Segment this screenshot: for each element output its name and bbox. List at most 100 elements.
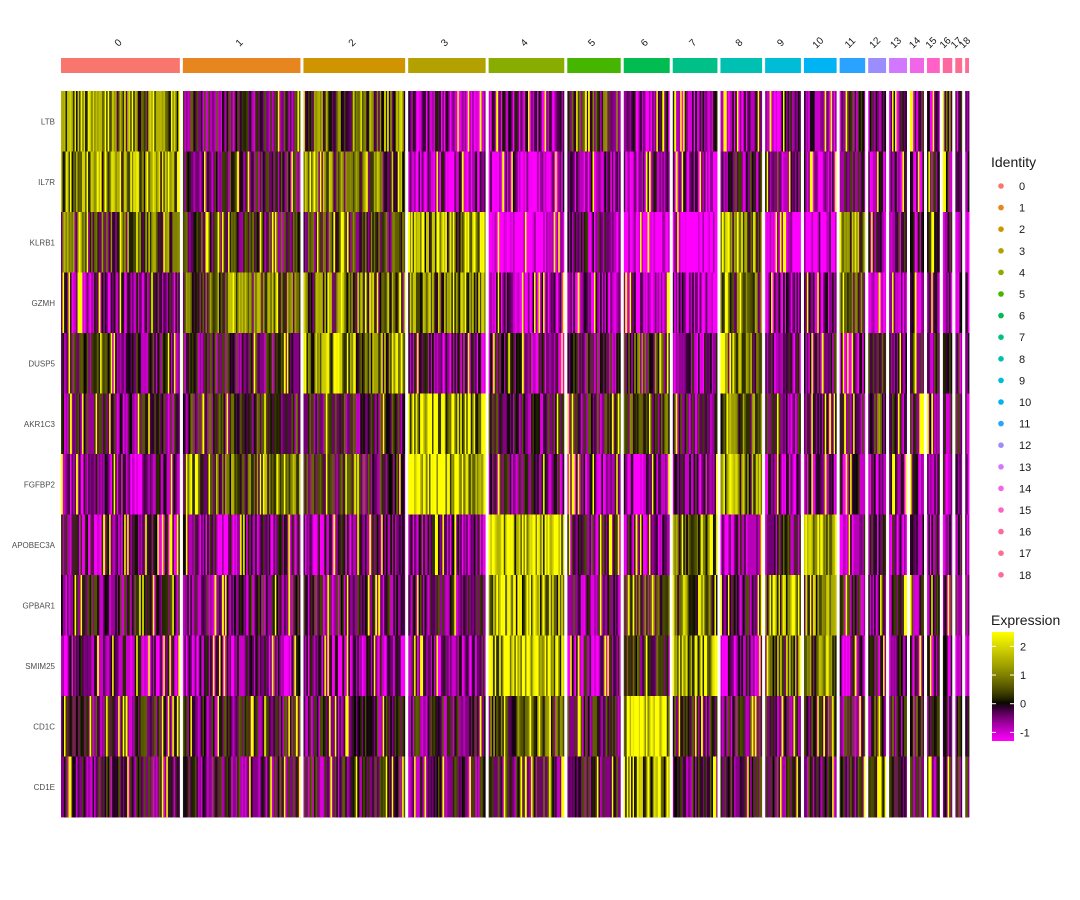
heat-cell [604,454,607,515]
heat-cell [185,393,188,455]
heat-cell [662,696,665,757]
heat-cell [244,393,247,455]
heat-cell [327,635,330,697]
heat-cell [82,212,84,273]
heat-cell [638,212,641,273]
heat-cell [675,212,678,273]
heat-cell [277,393,280,455]
heat-cell [883,514,885,576]
heat-cell [777,756,779,818]
heat-cell [449,575,452,636]
heat-cell [440,333,443,394]
heat-cell [708,333,711,394]
heat-cell [585,454,587,515]
heat-cell [306,454,309,515]
heat-cell [817,212,820,273]
heat-cell [631,151,633,213]
heat-cell [543,756,545,818]
heat-cell [434,393,437,455]
heat-cell [309,91,312,152]
heat-cell [205,151,208,213]
heat-cell [234,212,236,273]
heat-cell [634,696,636,757]
heat-cell [89,333,92,394]
heat-cell [738,91,741,152]
heat-cell [188,696,191,757]
heat-cell [753,454,755,515]
heat-cell [681,272,684,334]
heat-cell [735,393,738,455]
heat-cell [687,333,690,394]
heat-cell [829,635,831,697]
heat-cell [686,756,688,818]
heat-cell [372,272,375,334]
heat-cell [409,151,412,213]
heat-cell [645,393,648,455]
heat-cell [443,514,446,576]
heat-cell [844,272,846,334]
heat-cell [449,91,452,152]
heat-cell [724,756,727,818]
heat-cell [585,635,587,697]
heat-cell [149,333,152,394]
heat-cell [196,333,199,394]
heat-cell [336,635,339,697]
heat-cell [607,393,610,455]
heat-cell [110,272,113,334]
heat-cell [375,272,378,334]
heat-cell [875,575,878,636]
heat-cell [812,575,815,636]
heat-cell [372,635,375,697]
heat-cell [73,333,75,394]
heat-cell [845,272,848,334]
heat-cell [514,575,517,636]
heat-cell [288,91,291,152]
heat-cell [778,575,781,636]
heat-cell [390,333,393,394]
heat-cell [823,514,826,576]
heat-cell [161,635,164,697]
heat-cell [567,333,570,394]
heat-cell [393,151,396,213]
heat-cell [721,212,724,273]
cluster-column-7 [672,91,718,818]
heat-cell [71,212,74,273]
heat-cell [788,454,791,515]
heat-cell [853,91,855,152]
heat-cell [750,272,752,334]
heat-cell [454,756,457,818]
heat-cell [80,514,83,576]
heat-cell [592,454,595,515]
heat-cell [432,454,434,515]
heat-cell [244,212,247,273]
heat-cell [506,272,509,334]
heat-cell [394,393,397,455]
heat-cell [104,91,107,152]
heat-cell [357,151,360,213]
heat-cell [759,454,761,515]
heat-cell [216,272,218,334]
heat-cell [80,454,83,515]
heat-cell [589,696,592,757]
heat-cell [285,756,288,818]
heat-cell [169,333,172,394]
heat-cell [107,151,110,213]
heat-cell [568,756,571,818]
heat-cell [327,333,330,394]
heat-cell [562,151,565,213]
heat-cell [611,151,614,213]
heat-cell [265,151,268,213]
heat-cell [464,454,467,515]
heat-cell [643,333,645,394]
heat-cell [862,575,864,636]
heat-cell [826,575,828,636]
heat-cell [629,393,632,455]
heat-cell [771,272,773,334]
heat-cell [628,151,630,213]
heat-cell [727,454,730,515]
heat-cell [799,393,802,455]
heat-cell [796,151,799,213]
heat-cell [393,756,396,818]
heat-cell [689,635,691,697]
heat-cell [460,272,463,334]
